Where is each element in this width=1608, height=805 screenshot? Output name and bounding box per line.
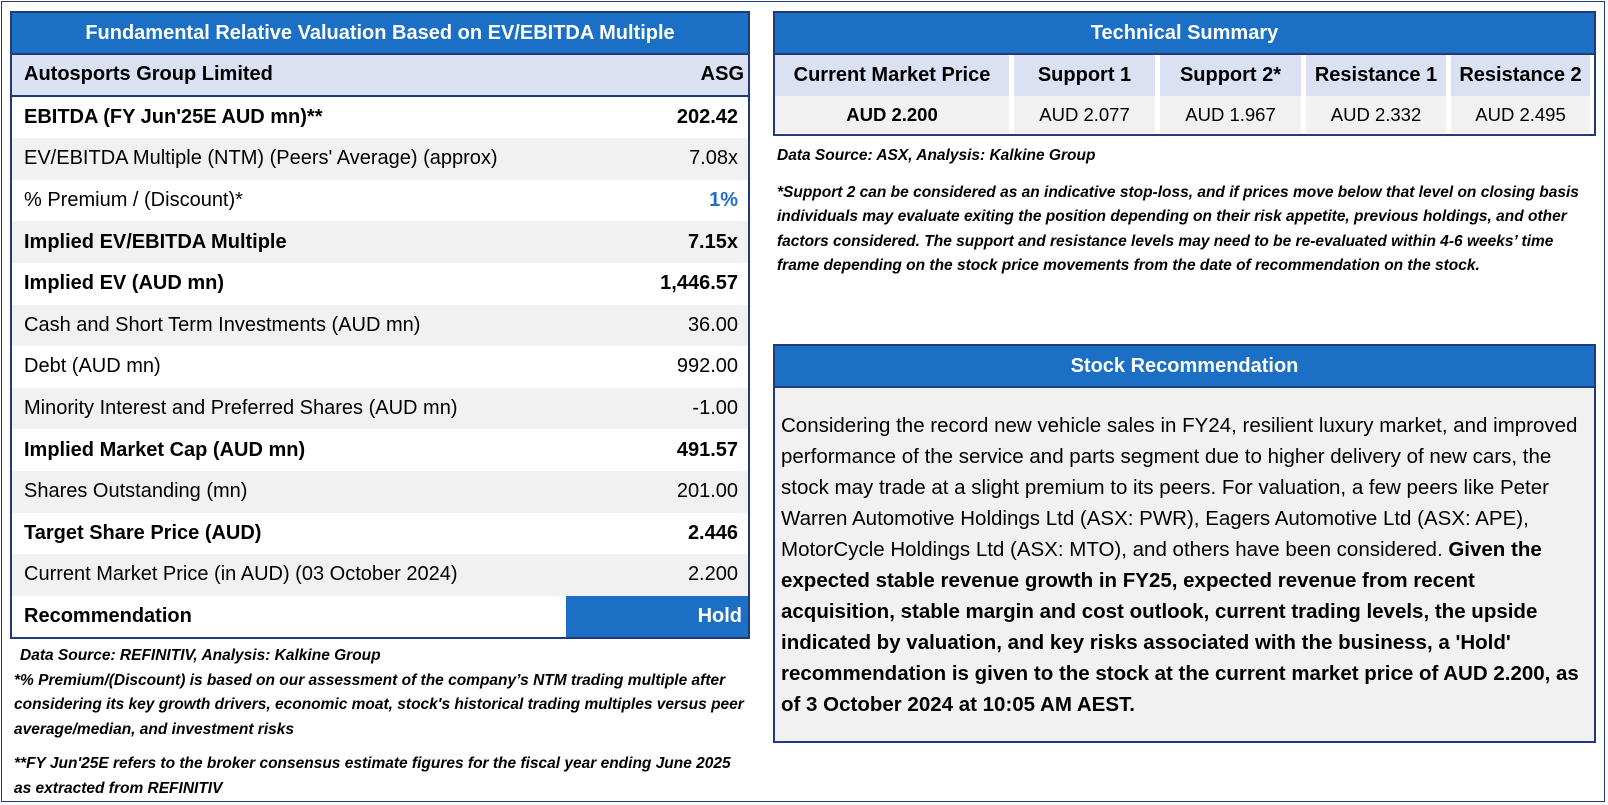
valuation-row-value: 7.15x [687,230,738,253]
technical-column: Support 1 AUD 2.077 [1014,55,1155,133]
technical-data-source: Data Source: ASX, Analysis: Kalkine Grou… [777,147,1096,164]
valuation-title: Fundamental Relative Valuation Based on … [12,13,748,55]
valuation-row: Debt (AUD mn) 992.00 [12,346,748,388]
valuation-row-label: Debt (AUD mn) [24,355,161,378]
valuation-row: Cash and Short Term Investments (AUD mn)… [12,304,748,347]
valuation-row: Minority Interest and Preferred Shares (… [12,387,748,430]
valuation-row: Implied EV/EBITDA Multiple 7.15x [12,221,748,263]
recommendation-text-bold: Given the expected stable revenue growth… [781,538,1579,716]
valuation-row: EV/EBITDA Multiple (NTM) (Peers' Average… [12,138,748,180]
company-name: Autosports Group Limited [24,63,273,86]
valuation-row-value: 992.00 [676,355,738,378]
valuation-row: % Premium / (Discount)* 1% [12,180,748,222]
stock-recommendation-body: Considering the record new vehicle sales… [775,388,1594,720]
technical-column: Support 2* AUD 1.967 [1160,55,1301,133]
company-ticker: ASG [700,63,744,86]
technical-column-header: Resistance 1 [1306,55,1446,96]
technical-grid: Current Market Price AUD 2.200 Support 1 AU… [775,55,1594,133]
stock-recommendation-title: Stock Recommendation [775,346,1594,388]
valuation-row-label: Implied Market Cap (AUD mn) [24,438,306,461]
technical-column: Resistance 1 AUD 2.332 [1306,55,1446,133]
technical-column-value: AUD 1.967 [1160,96,1301,133]
valuation-row-label: Current Market Price (in AUD) (03 Octobe… [24,563,458,586]
valuation-row-value: 201.00 [676,480,738,503]
valuation-row-value: 2.446 [687,521,738,544]
ebitda-footnote: **FY Jun'25E refers to the broker consen… [14,755,731,797]
premium-footnote: *% Premium/(Discount) is based on our as… [14,671,744,738]
valuation-row-label: Shares Outstanding (mn) [24,480,248,503]
valuation-row: Implied EV (AUD mn) 1,446.57 [12,263,748,305]
valuation-row-label: Implied EV (AUD mn) [24,272,225,295]
valuation-row-value: 2.200 [687,563,738,586]
technical-column-header: Support 1 [1014,55,1155,96]
valuation-table: Fundamental Relative Valuation Based on … [10,11,750,640]
technical-column-value: AUD 2.077 [1014,96,1155,133]
valuation-row-label: Target Share Price (AUD) [24,521,262,544]
stock-recommendation: Stock Recommendation Considering the rec… [773,344,1596,743]
valuation-row-value: 7.08x [689,147,738,170]
technical-column-value: AUD 2.332 [1306,96,1446,133]
valuation-row: Shares Outstanding (mn) 201.00 [12,470,748,513]
recommendation-label: Recommendation [24,605,192,628]
valuation-row: Implied Market Cap (AUD mn) 491.57 [12,429,748,471]
valuation-row-value: 1,446.57 [660,272,738,295]
valuation-row-label: % Premium / (Discount)* [24,189,243,212]
technical-column-header: Resistance 2 [1451,55,1590,96]
technical-title: Technical Summary [775,13,1594,55]
valuation-row: Current Market Price (in AUD) (03 Octobe… [12,554,748,596]
left-data-source: Data Source: REFINITIV, Analysis: Kalkin… [20,647,381,664]
valuation-row-label: EBITDA (FY Jun'25E AUD mn)** [24,105,323,128]
valuation-row-value: 1% [709,189,738,212]
technical-column: Current Market Price AUD 2.200 [775,55,1009,133]
valuation-row-label: Cash and Short Term Investments (AUD mn) [24,313,421,336]
technical-column-header: Support 2* [1160,55,1301,96]
valuation-row-label: Implied EV/EBITDA Multiple [24,230,287,253]
technical-column: Resistance 2 AUD 2.495 [1451,55,1590,133]
valuation-row: Target Share Price (AUD) 2.446 [12,513,748,555]
recommendation-text: Considering the record new vehicle sales… [781,414,1578,561]
company-row: Autosports Group Limited ASG [12,55,748,97]
recommendation-row: Recommendation Hold [12,595,748,638]
support-footnote: *Support 2 can be considered as an indic… [777,183,1579,275]
technical-column-header: Current Market Price [775,55,1009,96]
valuation-row-label: EV/EBITDA Multiple (NTM) (Peers' Average… [24,147,498,170]
valuation-rows: EBITDA (FY Jun'25E AUD mn)** 202.42 EV/EBI… [12,97,748,596]
technical-column-value: AUD 2.200 [775,96,1009,133]
valuation-row-value: 202.42 [676,105,738,128]
valuation-row-value: -1.00 [692,397,738,420]
technical-column-value: AUD 2.495 [1451,96,1590,133]
technical-notes: Data Source: ASX, Analysis: Kalkine Grou… [777,144,1597,279]
valuation-row-value: 36.00 [687,313,738,336]
technical-summary: Technical Summary Current Market Price AU… [773,11,1596,136]
recommendation-value: Hold [566,595,748,638]
valuation-row: EBITDA (FY Jun'25E AUD mn)** 202.42 [12,97,748,139]
left-notes: Data Source: REFINITIV, Analysis: Kalkin… [14,644,744,801]
valuation-row-value: 491.57 [676,438,738,461]
valuation-row-label: Minority Interest and Preferred Shares (… [24,397,458,420]
